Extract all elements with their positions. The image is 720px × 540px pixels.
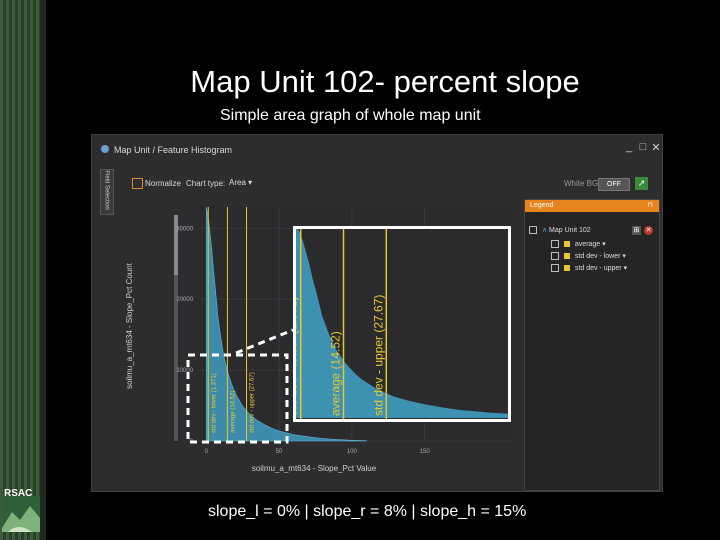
logo-text: RSAC	[4, 488, 33, 499]
legend-item-checkbox[interactable]	[551, 240, 559, 249]
slide-footer: slope_l = 0% | slope_r = 8% | slope_h = …	[208, 503, 527, 520]
y-tick-label: 30000	[176, 226, 193, 232]
x-tick-label: 0	[205, 449, 209, 455]
legend-item-std-dev-lower[interactable]: std dev - lower ▾	[551, 252, 626, 261]
zoom-reference-label: std dev - lower (1.371)	[293, 297, 300, 416]
toolbar: Normalize Chart type: Area ▾ White BG OF…	[118, 175, 658, 195]
slide-subtitle: Simple area graph of whole map unit	[220, 107, 481, 124]
zoom-frame	[293, 226, 511, 422]
x-axis-label: soilmu_a_mt634 - Slope_Pct Value	[252, 464, 377, 473]
legend-group-checkbox[interactable]	[529, 226, 537, 235]
normalize-label: Normalize	[145, 179, 182, 188]
chart-type-label: Chart type:	[186, 179, 226, 188]
y-tick-label: 20000	[176, 297, 193, 303]
x-tick-label: 150	[420, 449, 431, 455]
field-selection-tab[interactable]: Field Selection	[100, 169, 114, 215]
legend-header: Legend ⊓	[525, 200, 659, 212]
export-icon[interactable]: ↗	[635, 177, 648, 190]
maximize-button[interactable]: □	[639, 141, 647, 153]
legend-swatch	[563, 265, 570, 272]
white-bg-toggle[interactable]: OFF	[598, 178, 630, 191]
zoom-area	[293, 226, 511, 418]
legend-item-checkbox[interactable]	[551, 264, 559, 273]
vertical-scrollbar	[174, 215, 178, 441]
window-title: Map Unit / Feature Histogram	[114, 145, 233, 155]
legend-title: Legend	[530, 202, 554, 209]
legend-item-label: std dev - upper	[574, 265, 622, 272]
x-tick-label: 100	[347, 449, 358, 455]
legend-item-label: std dev - lower	[574, 253, 621, 260]
legend-item-label: average	[574, 241, 601, 248]
legend-item-average[interactable]: average ▾	[551, 240, 606, 249]
rsac-logo	[2, 488, 40, 532]
legend-group-label: Map Unit 102	[549, 227, 591, 234]
white-bg-label: White BG	[564, 179, 599, 188]
legend-item-checkbox[interactable]	[551, 252, 559, 261]
window-titlebar: Map Unit / Feature Histogram _ □ ✕	[92, 135, 662, 165]
minimize-button[interactable]: _	[625, 141, 633, 153]
y-tick-label: 10000	[176, 368, 193, 374]
remove-icon[interactable]: ✕	[644, 226, 653, 235]
close-button[interactable]: ✕	[651, 142, 661, 154]
reference-line-label: average (14.52)	[230, 391, 236, 433]
legend-group[interactable]: ∧ Map Unit 102	[529, 226, 591, 235]
histogram-area	[205, 206, 367, 442]
zoom-reference-label: average (14.52)	[328, 331, 342, 416]
reference-line-label: std dev - lower (1.371)	[211, 373, 217, 433]
chevron-down-icon[interactable]: ▾	[622, 253, 626, 260]
callout-box	[186, 353, 289, 444]
reference-line-label: std dev - upper (27.67)	[250, 372, 256, 433]
legend-panel: Legend ⊓ ∧ Map Unit 102 ⊞ ✕ average ▾ st…	[524, 199, 660, 491]
x-tick-label: 50	[276, 449, 283, 455]
slide-title: Map Unit 102- percent slope	[190, 64, 580, 99]
app-icon	[101, 145, 109, 153]
chevron-down-icon[interactable]: ▾	[623, 265, 628, 272]
normalize-checkbox[interactable]	[132, 178, 143, 189]
chevron-down-icon[interactable]: ▾	[602, 241, 606, 248]
slide-side-stripe	[0, 0, 46, 540]
scrollbar-thumb	[174, 215, 178, 275]
legend-item-std-dev-upper[interactable]: std dev - upper ▾	[551, 264, 628, 273]
chart-type-value: Area	[229, 178, 246, 187]
legend-swatch	[563, 253, 570, 260]
grid-icon[interactable]: ⊞	[632, 226, 641, 235]
chart-type-dropdown[interactable]: Area ▾	[229, 178, 252, 190]
pin-icon[interactable]: ⊓	[647, 202, 653, 209]
chevron-down-icon: ▾	[248, 178, 253, 187]
zoom-reference-label: std dev - upper (27.67)	[371, 295, 385, 416]
y-axis-label: soilmu_a_mt634 - Slope_Pct Count	[125, 262, 134, 389]
legend-swatch	[563, 241, 570, 248]
zoom-inset: std dev - lower (1.371) average (14.52) st…	[293, 226, 511, 422]
callout-connector	[235, 328, 294, 355]
triangle-icon: ∧	[541, 227, 550, 234]
